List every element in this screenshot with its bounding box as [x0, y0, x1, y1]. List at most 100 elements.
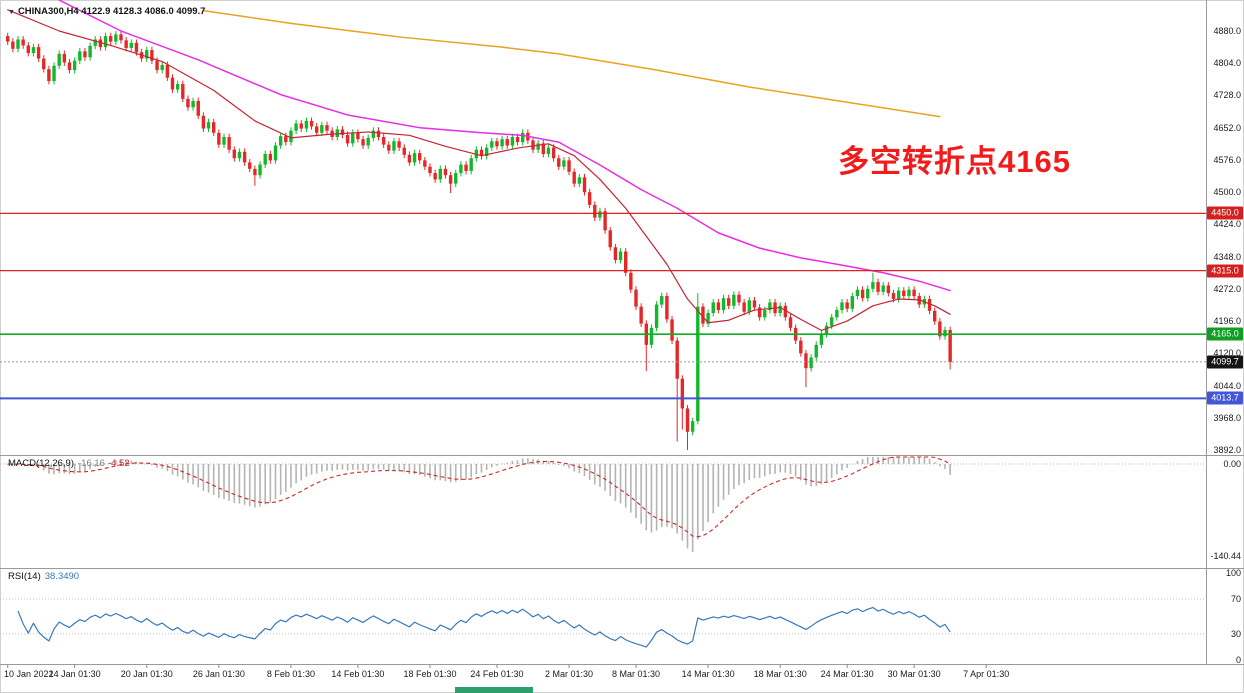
candle-body — [649, 327, 654, 345]
macd-histogram-bar — [660, 464, 663, 528]
macd-histogram-bar — [516, 460, 519, 464]
macd-histogram-bar — [861, 459, 864, 464]
price-axis-label: 4272.0 — [1213, 283, 1241, 294]
macd-histogram-bar — [58, 464, 60, 474]
candle-body — [732, 294, 736, 306]
macd-histogram-bar — [763, 464, 766, 477]
macd-histogram-bar — [769, 464, 771, 475]
price-tag-4450.0: 4450.0 — [1207, 206, 1243, 220]
macd-histogram-bar — [94, 464, 97, 467]
date-label: 18 Mar 01:30 — [753, 669, 807, 679]
candle-body — [670, 319, 674, 341]
candle-body — [587, 192, 592, 205]
candle-body — [181, 84, 185, 99]
rsi-name: RSI(14) — [8, 571, 41, 582]
candle-body — [757, 307, 762, 318]
macd-histogram-bar — [264, 464, 266, 505]
macd-histogram-bar — [727, 464, 730, 495]
candle-body — [428, 166, 432, 174]
candle-body — [191, 100, 195, 108]
candle-body — [665, 296, 669, 320]
macd-histogram-bar — [53, 464, 55, 475]
date-label: 24 Feb 01:30 — [470, 669, 524, 679]
candle-body — [387, 144, 391, 151]
macd-histogram-bar — [753, 464, 756, 479]
macd-histogram-bar — [259, 464, 261, 507]
macd-histogram-bar — [104, 463, 107, 465]
annotation-text[interactable]: 多空转折点4165 — [838, 144, 1071, 179]
price-axis-label: 4804.0 — [1213, 58, 1241, 69]
macd-histogram-bar — [521, 458, 524, 464]
candle-body — [896, 290, 901, 300]
horizontal-scrollbar-thumb[interactable] — [455, 687, 533, 693]
candle-body — [479, 149, 484, 157]
candle-body — [536, 143, 540, 150]
date-label: 14 Feb 01:30 — [331, 669, 385, 679]
candle-body — [62, 53, 67, 63]
macd-histogram-bar — [568, 464, 570, 469]
macd-name: MACD(12,26,9) — [8, 458, 74, 469]
macd-indicator-label: MACD(12,26,9) -16.16 -4.52 — [8, 458, 130, 469]
candle-body — [716, 302, 721, 311]
macd-histogram-bar — [238, 464, 241, 504]
candle-body — [500, 139, 504, 147]
macd-histogram-bar — [84, 464, 86, 472]
macd-histogram-bar — [465, 464, 467, 480]
macd-histogram-bar — [511, 460, 514, 464]
rsi-axis-label-30: 30 — [1230, 628, 1241, 639]
candle-body — [907, 289, 911, 297]
macd-histogram-bar — [501, 463, 503, 465]
macd-histogram-bar — [820, 464, 823, 485]
date-label: 24 Mar 01:30 — [820, 669, 874, 679]
macd-histogram-bar — [341, 464, 344, 470]
candle-body — [701, 306, 705, 324]
candle-body — [850, 296, 854, 309]
candle-body — [109, 36, 113, 42]
macd-signal-value: -4.52 — [107, 458, 130, 469]
candle-body — [469, 158, 473, 171]
candle-body — [783, 305, 788, 318]
candle-body — [150, 50, 154, 61]
macd-histogram-bar — [913, 457, 915, 464]
candle-body — [778, 305, 782, 314]
macd-histogram-bar — [923, 457, 926, 464]
macd-histogram-bar — [357, 464, 359, 470]
price-axis-label: 4652.0 — [1213, 122, 1241, 133]
date-label: 7 Apr 01:30 — [963, 669, 1010, 679]
candle-body — [515, 137, 520, 143]
macd-histogram-bar — [758, 464, 761, 478]
macd-histogram-bar — [248, 464, 251, 507]
macd-histogram-bar — [851, 464, 854, 465]
macd-histogram-bar — [624, 464, 627, 508]
candle-body — [490, 141, 494, 148]
macd-histogram-bar — [48, 464, 50, 474]
date-label: 30 Mar 01:30 — [887, 669, 941, 679]
macd-histogram-bar — [892, 457, 895, 464]
macd-histogram-bar — [109, 462, 112, 464]
macd-histogram-bar — [609, 464, 612, 496]
macd-histogram-bar — [702, 464, 704, 531]
candle-body — [232, 149, 236, 159]
macd-histogram-bar — [547, 461, 550, 464]
candle-body — [459, 164, 463, 174]
candle-body — [727, 298, 731, 306]
candle-body — [804, 353, 808, 369]
macd-histogram-bar — [887, 457, 890, 464]
macd-histogram-bar — [933, 462, 936, 464]
candle-body — [78, 51, 82, 61]
macd-histogram-bar — [68, 464, 71, 475]
macd-histogram-bar — [784, 464, 787, 473]
candle-body — [170, 77, 175, 90]
macd-histogram-bar — [897, 457, 900, 464]
rsi-value: 38.3490 — [44, 571, 80, 582]
candle-body — [397, 141, 401, 148]
macd-histogram-bar — [285, 464, 287, 492]
candle-body — [510, 137, 515, 146]
macd-histogram-bar — [841, 464, 843, 471]
candle-body — [11, 41, 15, 49]
macd-histogram-bar — [32, 464, 35, 467]
rsi-line — [17, 606, 951, 648]
chart-dropdown-icon[interactable]: ▼ — [8, 9, 15, 16]
macd-histogram-bar — [480, 464, 483, 473]
